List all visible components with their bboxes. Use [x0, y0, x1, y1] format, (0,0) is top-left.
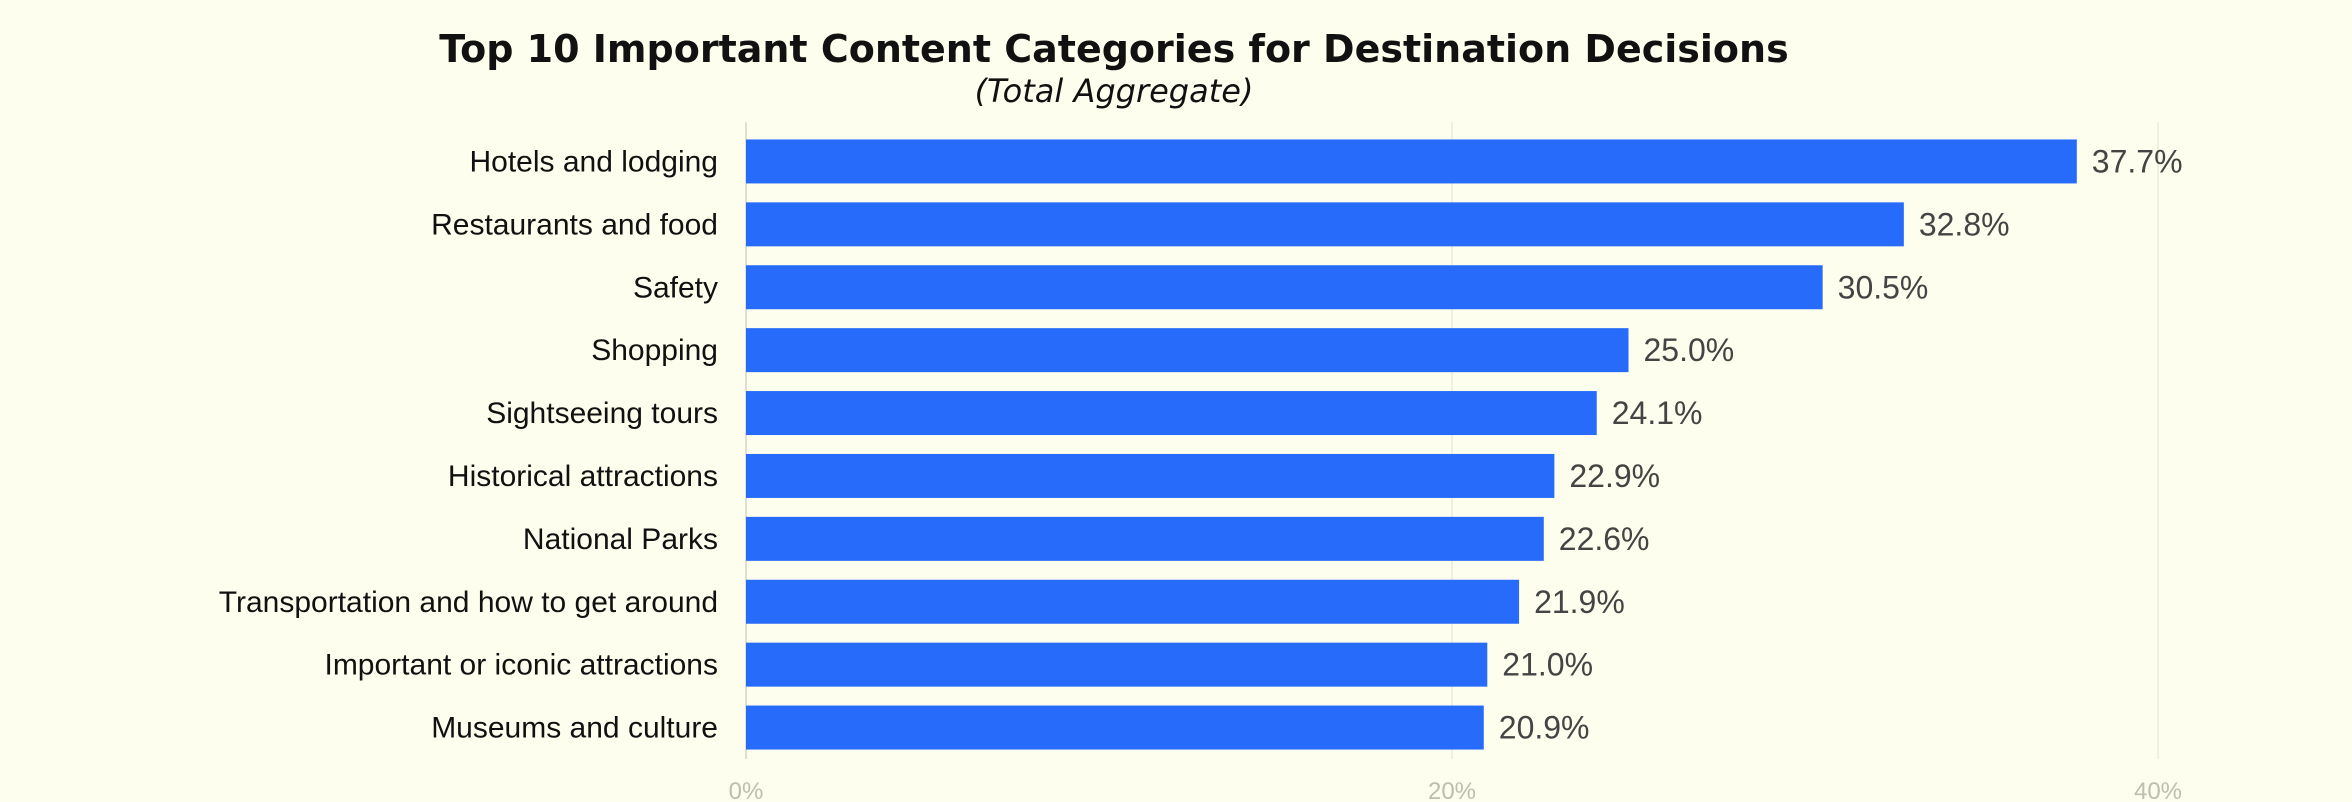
x-tick-label: 40%	[2134, 778, 2182, 802]
category-label: Museums and culture	[431, 712, 718, 745]
bar	[746, 391, 1597, 436]
chart-subtitle: (Total Aggregate)	[975, 72, 1254, 110]
bar	[746, 453, 1555, 498]
data-label: 21.9%	[1534, 584, 1625, 620]
category-label: Sightseeing tours	[486, 397, 718, 430]
bar	[746, 265, 1823, 310]
data-label: 32.8%	[1919, 206, 2010, 242]
data-label: 25.0%	[1644, 332, 1735, 368]
category-label: Historical attractions	[448, 460, 718, 493]
bar	[746, 139, 2077, 184]
bar	[746, 516, 1544, 561]
category-label: Important or iconic attractions	[324, 649, 718, 682]
data-label: 37.7%	[2092, 143, 2183, 179]
bars	[746, 139, 2077, 750]
x-tick-label: 20%	[1428, 778, 1476, 802]
data-label: 22.9%	[1569, 458, 1660, 494]
data-label: 21.0%	[1502, 647, 1593, 683]
data-label: 20.9%	[1499, 710, 1590, 746]
x-tick-label: 0%	[729, 778, 764, 802]
x-axis-ticks: 0% 20% 40%	[729, 778, 2182, 802]
category-label: Restaurants and food	[431, 208, 718, 241]
category-label: Hotels and lodging	[469, 145, 718, 178]
data-label: 30.5%	[1838, 269, 1929, 305]
value-labels: 37.7% 32.8% 30.5% 25.0% 24.1% 22.9% 22.6% 21.9%…	[1499, 143, 2183, 745]
category-label: Shopping	[591, 334, 718, 367]
bar	[746, 328, 1629, 373]
category-label: Transportation and how to get around	[219, 586, 718, 619]
category-label: Safety	[633, 271, 718, 304]
category-labels: Hotels and lodging Restaurants and food Sa…	[219, 145, 718, 744]
chart-title: Top 10 Important Content Categories for …	[439, 27, 1788, 71]
bar	[746, 202, 1904, 247]
bar	[746, 579, 1520, 624]
data-label: 24.1%	[1612, 395, 1703, 431]
bar	[746, 642, 1488, 687]
data-label: 22.6%	[1559, 521, 1650, 557]
category-label: National Parks	[523, 523, 718, 556]
bar	[746, 705, 1484, 750]
